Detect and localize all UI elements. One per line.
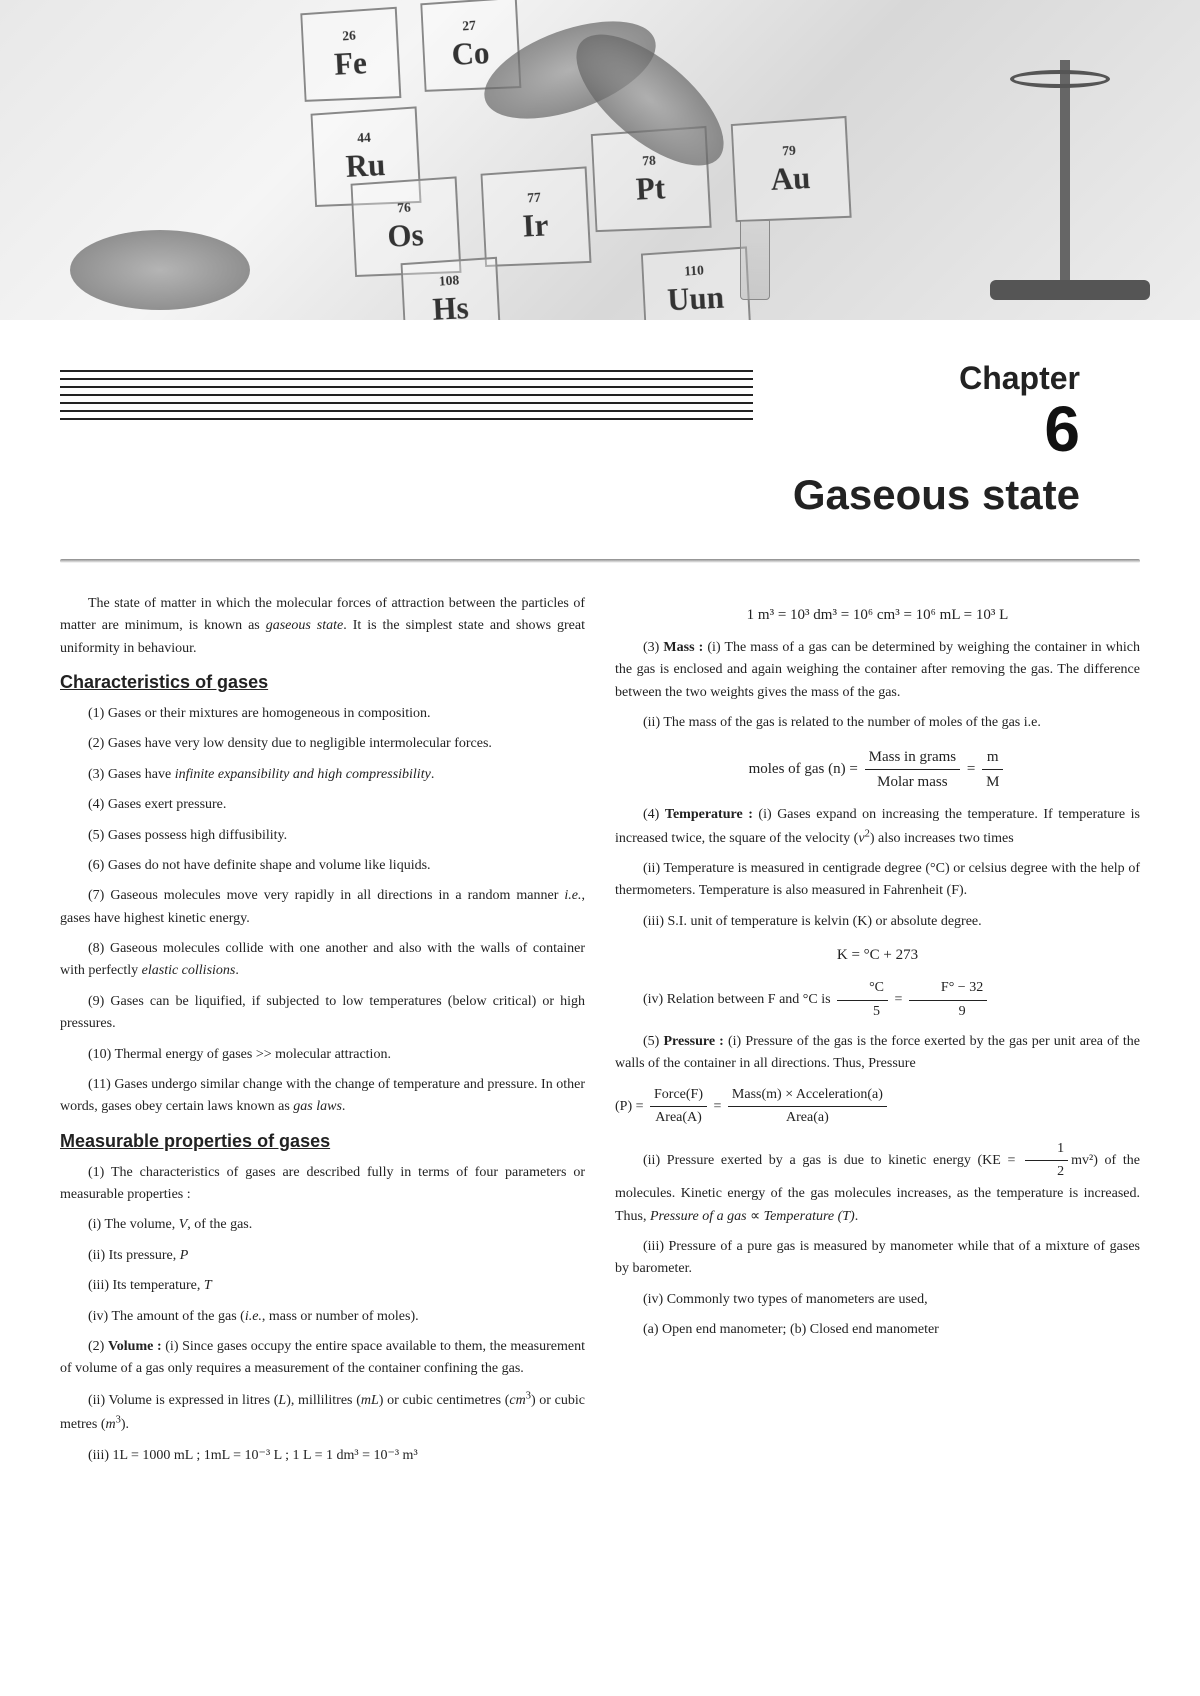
- volume-3: (iii) 1L = 1000 mL ; 1mL = 10⁻³ L ; 1 L …: [60, 1445, 585, 1467]
- beaker-graphic: [740, 220, 770, 300]
- characteristic-item: (7) Gaseous molecules move very rapidly …: [60, 885, 585, 930]
- kelvin-formula: K = °C + 273: [615, 943, 1140, 967]
- right-column: 1 m³ = 10³ dm³ = 10⁶ cm³ = 10⁶ mL = 10³ …: [615, 593, 1140, 1475]
- characteristic-item: (6) Gases do not have definite shape and…: [60, 855, 585, 877]
- characteristic-item: (8) Gaseous molecules collide with one a…: [60, 938, 585, 983]
- left-column: The state of matter in which the molecul…: [60, 593, 585, 1475]
- temp-2: (ii) Temperature is measured in centigra…: [615, 858, 1140, 903]
- content-columns: The state of matter in which the molecul…: [0, 583, 1200, 1515]
- periodic-cell-au: 79Au: [731, 116, 852, 222]
- characteristic-item: (3) Gases have infinite expansibility an…: [60, 764, 585, 786]
- mp-list-item: (i) The volume, V, of the gas.: [60, 1214, 585, 1236]
- characteristic-item: (10) Thermal energy of gases >> molecula…: [60, 1044, 585, 1066]
- mp-list-item: (iii) Its temperature, T: [60, 1275, 585, 1297]
- volume-1: (2) Volume : (i) Since gases occupy the …: [60, 1336, 585, 1381]
- characteristic-item: (9) Gases can be liquified, if subjected…: [60, 991, 585, 1036]
- chapter-title: Gaseous state: [793, 471, 1080, 519]
- pressure-2: (ii) Pressure exerted by a gas is due to…: [615, 1138, 1140, 1229]
- mp-list-item: (ii) Its pressure, P: [60, 1245, 585, 1267]
- horizontal-divider: [60, 559, 1140, 563]
- characteristic-item: (4) Gases exert pressure.: [60, 794, 585, 816]
- pressure-1: (5) Pressure : (i) Pressure of the gas i…: [615, 1031, 1140, 1076]
- periodic-cell-fe: 26Fe: [300, 7, 401, 102]
- header-banner: 26Fe27Co44Ru76Os77Ir78Pt79Au108Hs110Uun: [0, 0, 1200, 320]
- orbital-graphic: [70, 230, 250, 310]
- characteristic-item: (11) Gases undergo similar change with t…: [60, 1074, 585, 1119]
- moles-formula: moles of gas (n) = Mass in gramsMolar ma…: [615, 745, 1140, 794]
- chapter-number: 6: [793, 397, 1080, 461]
- periodic-cell-uun: 110Uun: [641, 246, 751, 320]
- pressure-5: (a) Open end manometer; (b) Closed end m…: [615, 1319, 1140, 1341]
- periodic-cell-ir: 77Ir: [481, 166, 592, 267]
- chapter-rule-lines: [60, 360, 793, 519]
- volume-2: (ii) Volume is expressed in litres (L), …: [60, 1389, 585, 1437]
- characteristic-item: (1) Gases or their mixtures are homogene…: [60, 703, 585, 725]
- characteristic-item: (2) Gases have very low density due to n…: [60, 733, 585, 755]
- pressure-formula: (P) = Force(F)Area(A) = Mass(m) × Accele…: [615, 1084, 1140, 1130]
- pressure-3: (iii) Pressure of a pure gas is measured…: [615, 1236, 1140, 1281]
- characteristic-item: (5) Gases possess high diffusibility.: [60, 825, 585, 847]
- section-measurable: Measurable properties of gases: [60, 1127, 585, 1156]
- periodic-cell-hs: 108Hs: [401, 257, 502, 320]
- mp-intro: (1) The characteristics of gases are des…: [60, 1162, 585, 1207]
- temp-4: (iv) Relation between F and °C is °C5 = …: [615, 977, 1140, 1023]
- volume-4-formula: 1 m³ = 10³ dm³ = 10⁶ cm³ = 10⁶ mL = 10³ …: [615, 603, 1140, 627]
- mass-1: (3) Mass : (i) The mass of a gas can be …: [615, 637, 1140, 704]
- pressure-4: (iv) Commonly two types of manometers ar…: [615, 1289, 1140, 1311]
- section-characteristics: Characteristics of gases: [60, 668, 585, 697]
- temp-1: (4) Temperature : (i) Gases expand on in…: [615, 804, 1140, 850]
- temp-3: (iii) S.I. unit of temperature is kelvin…: [615, 911, 1140, 933]
- intro-paragraph: The state of matter in which the molecul…: [60, 593, 585, 660]
- mp-list-item: (iv) The amount of the gas (i.e., mass o…: [60, 1306, 585, 1328]
- chapter-heading-block: Chapter 6 Gaseous state: [0, 320, 1200, 539]
- lab-stand-graphic: [970, 40, 1170, 300]
- mass-2: (ii) The mass of the gas is related to t…: [615, 712, 1140, 734]
- chapter-label: Chapter: [793, 360, 1080, 397]
